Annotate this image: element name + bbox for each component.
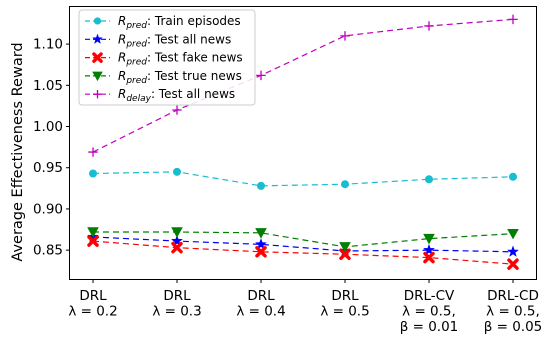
x-tick-label-1-1: λ = 0.3 — [152, 304, 201, 320]
data-point-0-5 — [508, 172, 518, 181]
data-point-2-4 — [423, 251, 435, 264]
data-point-0-3 — [340, 180, 350, 189]
data-point-4-2 — [256, 70, 266, 81]
series-line-1 — [92, 236, 514, 253]
legend-label-3: Rpred: Test true news — [118, 69, 242, 86]
y-tick-label-5: 1.10 — [33, 37, 63, 53]
y-axis-label: Average Effectiveness Reward — [10, 42, 26, 261]
legend-entry-2: Rpred: Test fake news — [85, 51, 243, 68]
legend-entry-1: Rpred: Test all news — [85, 32, 231, 49]
legend-entry-3: Rpred: Test true news — [85, 69, 242, 86]
x-tick-label-2-1: λ = 0.4 — [236, 304, 285, 320]
x-tick-label-5-2: β = 0.05 — [484, 319, 543, 335]
y-tick-label-4: 1.05 — [33, 78, 63, 94]
legend-marker-0 — [93, 17, 102, 25]
data-point-2-1 — [171, 241, 183, 254]
data-point-2-0 — [87, 235, 99, 247]
series-4 — [88, 14, 518, 157]
data-point-0-4 — [424, 175, 434, 184]
x-tick-label-3-1: λ = 0.5 — [320, 304, 369, 320]
data-point-2-2 — [255, 246, 267, 258]
legend-label-0: Rpred: Train episodes — [118, 14, 241, 31]
x-tick-label-4-1: λ = 0.5, — [402, 304, 456, 320]
y-tick-label-0: 0.85 — [33, 243, 63, 259]
legend-entry-0: Rpred: Train episodes — [85, 14, 241, 31]
legend-label-2: Rpred: Test fake news — [118, 51, 243, 68]
data-point-3-2 — [255, 228, 267, 239]
data-point-1-1 — [170, 234, 184, 247]
x-tick-label-3-0: DRL — [331, 288, 359, 304]
y-tick-label-1: 0.90 — [33, 201, 63, 217]
y-axis: 0.85 0.90 0.95 1.00 1.05 1.10 — [33, 37, 70, 259]
legend-box — [78, 9, 256, 106]
x-tick-label-5-0: DRL-CD — [487, 288, 539, 304]
x-tick-label-0-1: λ = 0.2 — [68, 304, 117, 320]
x-tick-label-2-0: DRL — [247, 288, 275, 304]
data-point-4-1 — [172, 105, 182, 115]
data-point-0-2 — [256, 181, 266, 190]
data-point-1-4 — [422, 243, 436, 256]
legend-label-1: Rpred: Test all news — [118, 32, 231, 49]
x-tick-label-1-0: DRL — [163, 288, 191, 304]
data-point-3-5 — [507, 228, 519, 240]
data-point-4-4 — [424, 21, 434, 31]
data-point-3-4 — [423, 233, 435, 245]
legend-marker-2 — [92, 52, 103, 63]
data-point-0-1 — [172, 167, 182, 176]
series-line-0 — [92, 171, 514, 187]
x-tick-label-5-1: λ = 0.5, — [486, 304, 540, 320]
legend-marker-1 — [92, 33, 103, 44]
data-point-3-3 — [339, 242, 351, 253]
data-point-3-0 — [87, 227, 99, 238]
series-line-4 — [92, 18, 514, 153]
series-line-2 — [92, 240, 514, 265]
legend-entry-4: Rdelay: Test all news — [85, 87, 235, 104]
data-point-4-0 — [88, 147, 98, 157]
data-point-1-2 — [254, 237, 268, 250]
series-line-3 — [93, 231, 514, 248]
data-point-1-5 — [506, 245, 520, 257]
data-point-4-5 — [508, 14, 518, 25]
series-2 — [87, 235, 519, 270]
legend-marker-3 — [92, 71, 103, 82]
series-0 — [88, 167, 518, 190]
data-point-2-5 — [507, 258, 519, 270]
y-tick-label-2: 0.95 — [33, 160, 63, 176]
data-point-4-3 — [340, 31, 350, 41]
series-3 — [87, 227, 519, 253]
plot-area — [86, 14, 520, 270]
axes-frame — [69, 6, 537, 280]
data-point-0-0 — [88, 169, 98, 178]
legend-marker-4 — [93, 90, 102, 99]
data-point-2-3 — [339, 248, 351, 261]
x-tick-label-0-0: DRL — [79, 288, 107, 304]
data-point-3-1 — [171, 227, 183, 238]
y-tick-label-3: 1.00 — [33, 119, 63, 135]
legend-label-4: Rdelay: Test all news — [118, 87, 235, 104]
x-tick-label-4-2: β = 0.01 — [400, 319, 459, 335]
x-tick-label-4-0: DRL-CV — [404, 288, 455, 304]
